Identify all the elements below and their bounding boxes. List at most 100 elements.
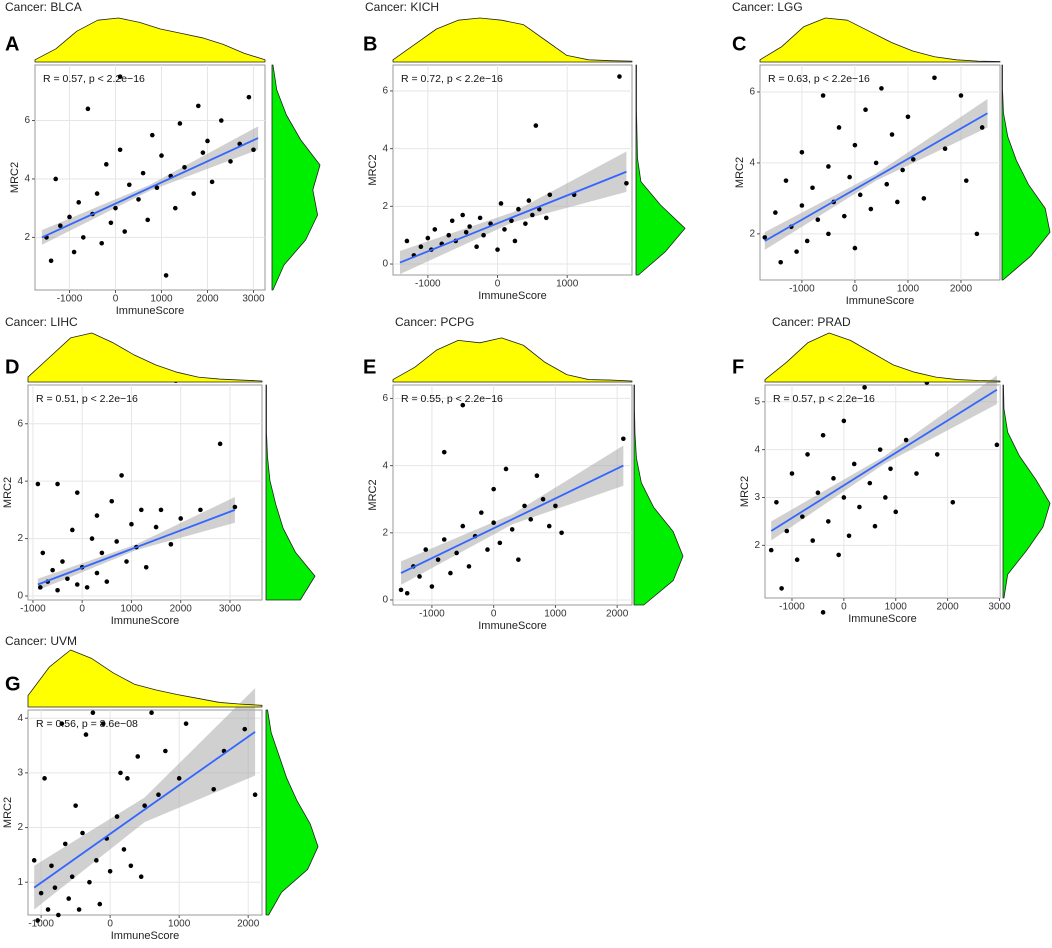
data-point [114,539,119,544]
data-point [69,874,75,880]
x-tick-label: 1000 [885,602,908,613]
y-tick-label: 2 [17,533,23,544]
data-point [404,238,410,244]
data-point [825,519,831,524]
data-point [418,244,424,250]
data-point [826,164,831,169]
data-point [559,530,564,536]
y-tick-label: 2 [749,229,755,240]
data-point [857,504,862,510]
right-density [265,384,316,601]
data-point [784,528,790,534]
data-point [491,486,496,492]
x-tick-label: 3000 [219,604,242,615]
data-point [852,245,858,251]
plot-background [27,384,263,601]
data-point [446,232,452,238]
data-point [425,235,431,241]
top-density [392,337,633,383]
data-point [820,93,826,98]
confidence-band [764,99,988,250]
data-point [145,217,150,223]
data-point [198,507,203,513]
data-point [799,203,805,208]
data-point [163,748,168,754]
confidence-band [399,151,627,275]
data-point [108,220,114,226]
x-tick-label: 2000 [196,294,219,305]
x-tick-label: 0 [495,279,501,290]
data-point [900,167,905,173]
panel-letter: F [732,356,744,378]
y-tick-label: 6 [382,393,388,404]
data-point [879,86,884,91]
x-tick-label: 2000 [170,604,193,615]
data-point [55,481,60,487]
data-point [762,235,768,240]
data-point [841,495,847,500]
y-tick-label: 5 [754,396,760,407]
data-point [448,570,453,576]
data-point [127,182,132,188]
x-tick-label: -1000 [789,284,815,295]
data-point [35,918,40,923]
data-point [820,610,826,615]
data-point [58,223,63,229]
data-point [502,227,507,232]
correlation-annotation: R = 0.57, p < 2.2e−16 [773,393,875,405]
data-point [156,792,161,798]
panel-title: Cancer: KICH [365,0,439,14]
top-density [392,17,633,63]
data-point [768,547,774,553]
panel-title: Cancer: LGG [732,0,803,14]
data-point [183,721,189,726]
data-point [841,418,847,424]
y-tick-label: 0 [17,591,23,602]
data-point [540,496,546,502]
data-point [178,516,184,521]
data-point [125,776,130,781]
panel-letter: D [5,356,19,378]
data-point [117,147,123,153]
x-tick-label: -1000 [57,294,83,305]
data-point [932,75,937,81]
fit-line [41,137,259,239]
data-point [842,213,847,219]
fit-line [37,509,236,586]
panel-title: Cancer: PCPG [395,315,474,329]
data-point [435,557,441,562]
x-tick-label: -1000 [419,609,445,620]
data-point [117,74,123,79]
panel-letter: B [363,33,377,55]
x-axis-label: ImmuneScore [116,305,184,317]
data-point [522,503,527,509]
y-tick-label: 6 [17,418,23,429]
confidence-band [41,126,259,245]
data-point [48,258,54,264]
y-axis-label: MRC2 [2,797,14,828]
data-point [87,879,92,885]
y-axis-label: MRC2 [367,154,379,185]
x-axis-label: ImmuneScore [478,290,546,302]
data-point [794,249,799,254]
y-tick-label: 2 [754,540,760,551]
data-point [196,103,201,109]
y-tick-label: 4 [24,174,30,185]
data-point [873,160,879,166]
data-point [138,874,144,880]
data-point [994,442,1000,448]
data-point [62,841,68,847]
data-point [868,206,874,212]
data-point [800,514,805,519]
correlation-annotation: R = 0.56, p = 8.6e−08 [36,718,138,730]
data-point [783,178,789,183]
x-axis-label: ImmuneScore [111,930,179,942]
data-point [474,244,479,250]
x-tick-label: 2000 [950,284,973,295]
data-point [872,523,878,529]
data-point [491,520,496,526]
data-point [182,164,187,170]
y-tick-label: 4 [754,444,760,455]
fit-line [33,731,256,889]
data-point [543,215,549,221]
